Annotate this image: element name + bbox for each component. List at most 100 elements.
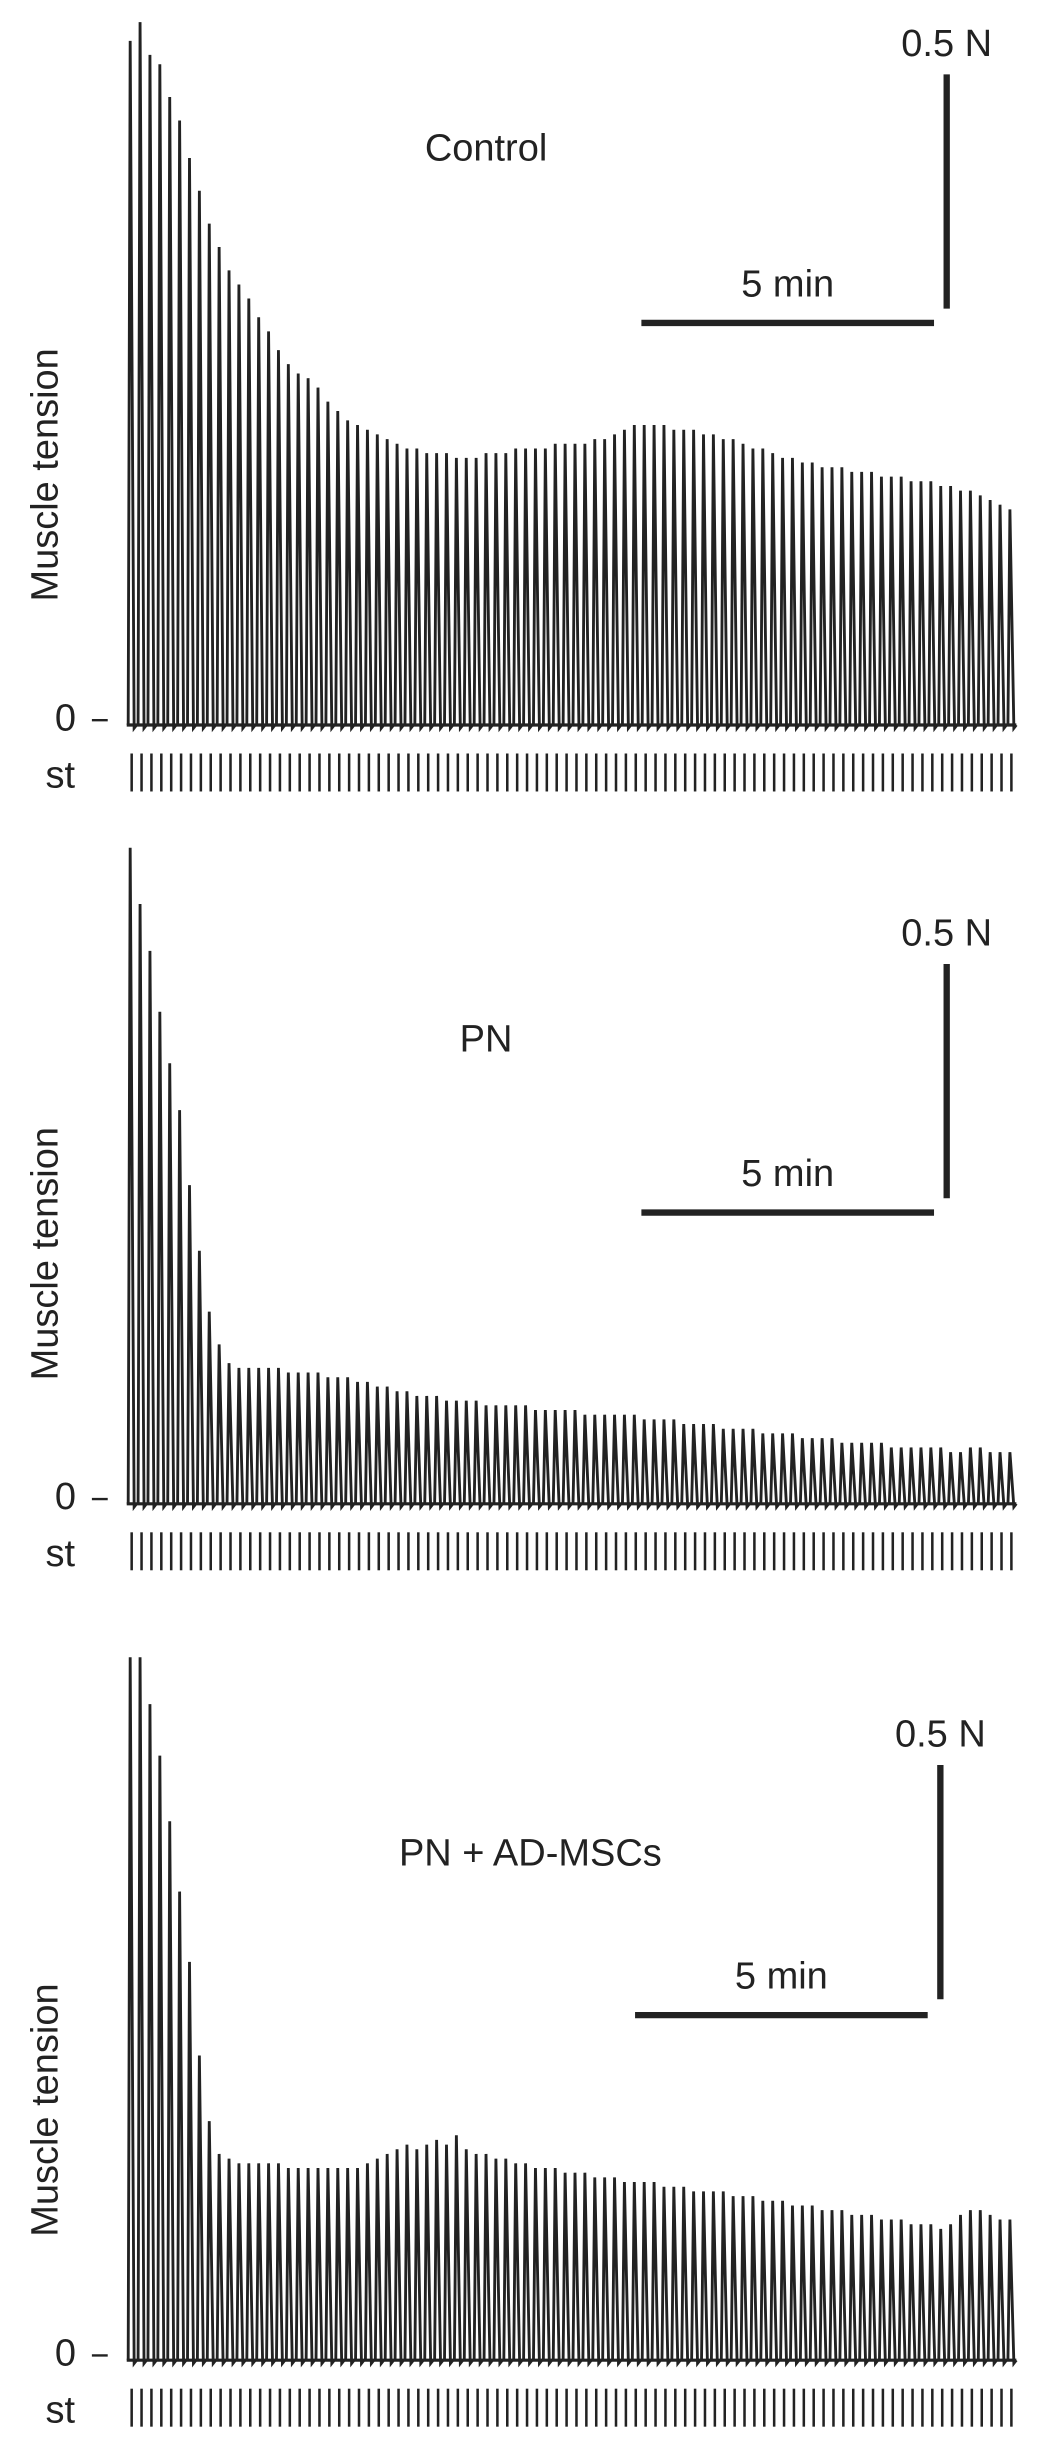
twitch <box>126 1657 138 2368</box>
twitch <box>719 2191 731 2368</box>
twitch <box>947 2224 959 2368</box>
twitch <box>976 1447 988 1511</box>
twitch <box>621 1414 632 1511</box>
twitch <box>878 1442 889 1511</box>
twitch <box>284 1372 296 1511</box>
twitch <box>700 434 712 733</box>
twitch <box>601 1414 613 1511</box>
twitch <box>176 1891 188 2368</box>
twitch <box>265 2163 277 2368</box>
twitch <box>225 270 237 733</box>
twitch <box>166 1821 178 2368</box>
twitch <box>215 246 227 733</box>
twitch <box>334 2167 346 2368</box>
twitch <box>769 2200 781 2368</box>
twitch <box>186 1961 198 2368</box>
twitch <box>581 1414 593 1511</box>
twitch <box>749 2196 761 2368</box>
twitch <box>640 425 652 733</box>
twitch <box>443 1400 455 1511</box>
twitch <box>512 1405 524 1511</box>
twitch <box>195 1250 207 1512</box>
twitch <box>887 1447 899 1511</box>
twitch <box>976 495 988 733</box>
twitch <box>136 903 148 1512</box>
twitch <box>996 2219 1008 2368</box>
twitch <box>937 2228 949 2368</box>
twitch <box>917 481 929 733</box>
twitch <box>304 378 316 733</box>
panel: Control Muscle tension 0 0.5 N 5 min st <box>25 22 1018 796</box>
twitch <box>591 1414 603 1511</box>
twitch <box>759 448 771 733</box>
twitch <box>215 2153 227 2368</box>
twitch <box>927 481 939 733</box>
twitch <box>611 1414 623 1511</box>
twitch <box>927 1447 939 1511</box>
twitch <box>354 2167 366 2368</box>
twitch <box>966 490 978 733</box>
twitch <box>156 1011 168 1512</box>
twitch <box>611 2177 623 2368</box>
twitch <box>680 429 692 733</box>
twitch <box>373 434 385 733</box>
y-axis-label: Muscle tension <box>25 1127 67 1380</box>
twitch <box>630 2182 642 2368</box>
twitch <box>334 410 346 733</box>
panel-title: PN + AD-MSCs <box>399 1832 662 1874</box>
twitch <box>294 2167 306 2368</box>
twitch <box>304 1372 316 1511</box>
twitch <box>670 2186 682 2368</box>
twitch <box>878 2219 889 2368</box>
twitch <box>966 2210 978 2368</box>
twitch <box>502 1405 514 1511</box>
twitch <box>186 1185 198 1512</box>
twitch <box>235 1367 247 1511</box>
twitch <box>551 2167 563 2368</box>
twitch <box>749 1428 761 1511</box>
twitch <box>779 457 791 733</box>
twitch <box>571 2172 583 2368</box>
twitch <box>136 1657 148 2368</box>
twitch <box>818 2210 830 2368</box>
twitch <box>245 1367 257 1511</box>
twitch <box>719 1428 731 1511</box>
twitch <box>215 1344 227 1511</box>
twitch <box>393 2149 405 2368</box>
twitch <box>690 2191 702 2368</box>
twitch <box>887 2219 899 2368</box>
twitch <box>868 2214 880 2368</box>
y-tick-label: 0 <box>55 2332 76 2374</box>
twitch <box>739 443 751 733</box>
twitch <box>383 2153 395 2368</box>
twitch <box>621 429 632 733</box>
twitch <box>522 2163 534 2368</box>
stimulus-label: st <box>45 754 75 796</box>
twitch <box>1006 1452 1018 1511</box>
twitch <box>512 2163 524 2368</box>
twitch <box>838 467 850 733</box>
twitch <box>640 1419 652 1511</box>
panel-title: PN <box>460 1019 513 1061</box>
twitch <box>146 54 158 733</box>
twitch <box>294 1372 306 1511</box>
stimulus-label: st <box>45 2389 75 2431</box>
twitch <box>917 2224 929 2368</box>
twitch <box>304 2167 316 2368</box>
twitch <box>364 2163 375 2368</box>
twitch <box>640 2182 652 2368</box>
twitch <box>284 2167 296 2368</box>
twitch <box>452 2135 464 2368</box>
twitch <box>443 2144 455 2368</box>
twitch <box>858 1442 870 1511</box>
twitch <box>472 2153 484 2368</box>
twitch <box>195 2055 207 2368</box>
twitch <box>917 1447 929 1511</box>
twitch <box>808 462 820 733</box>
twitch <box>848 471 860 733</box>
twitch <box>976 2210 988 2368</box>
twitch <box>729 439 741 733</box>
twitch <box>571 443 583 733</box>
twitch <box>176 1110 188 1512</box>
twitch <box>660 425 672 733</box>
